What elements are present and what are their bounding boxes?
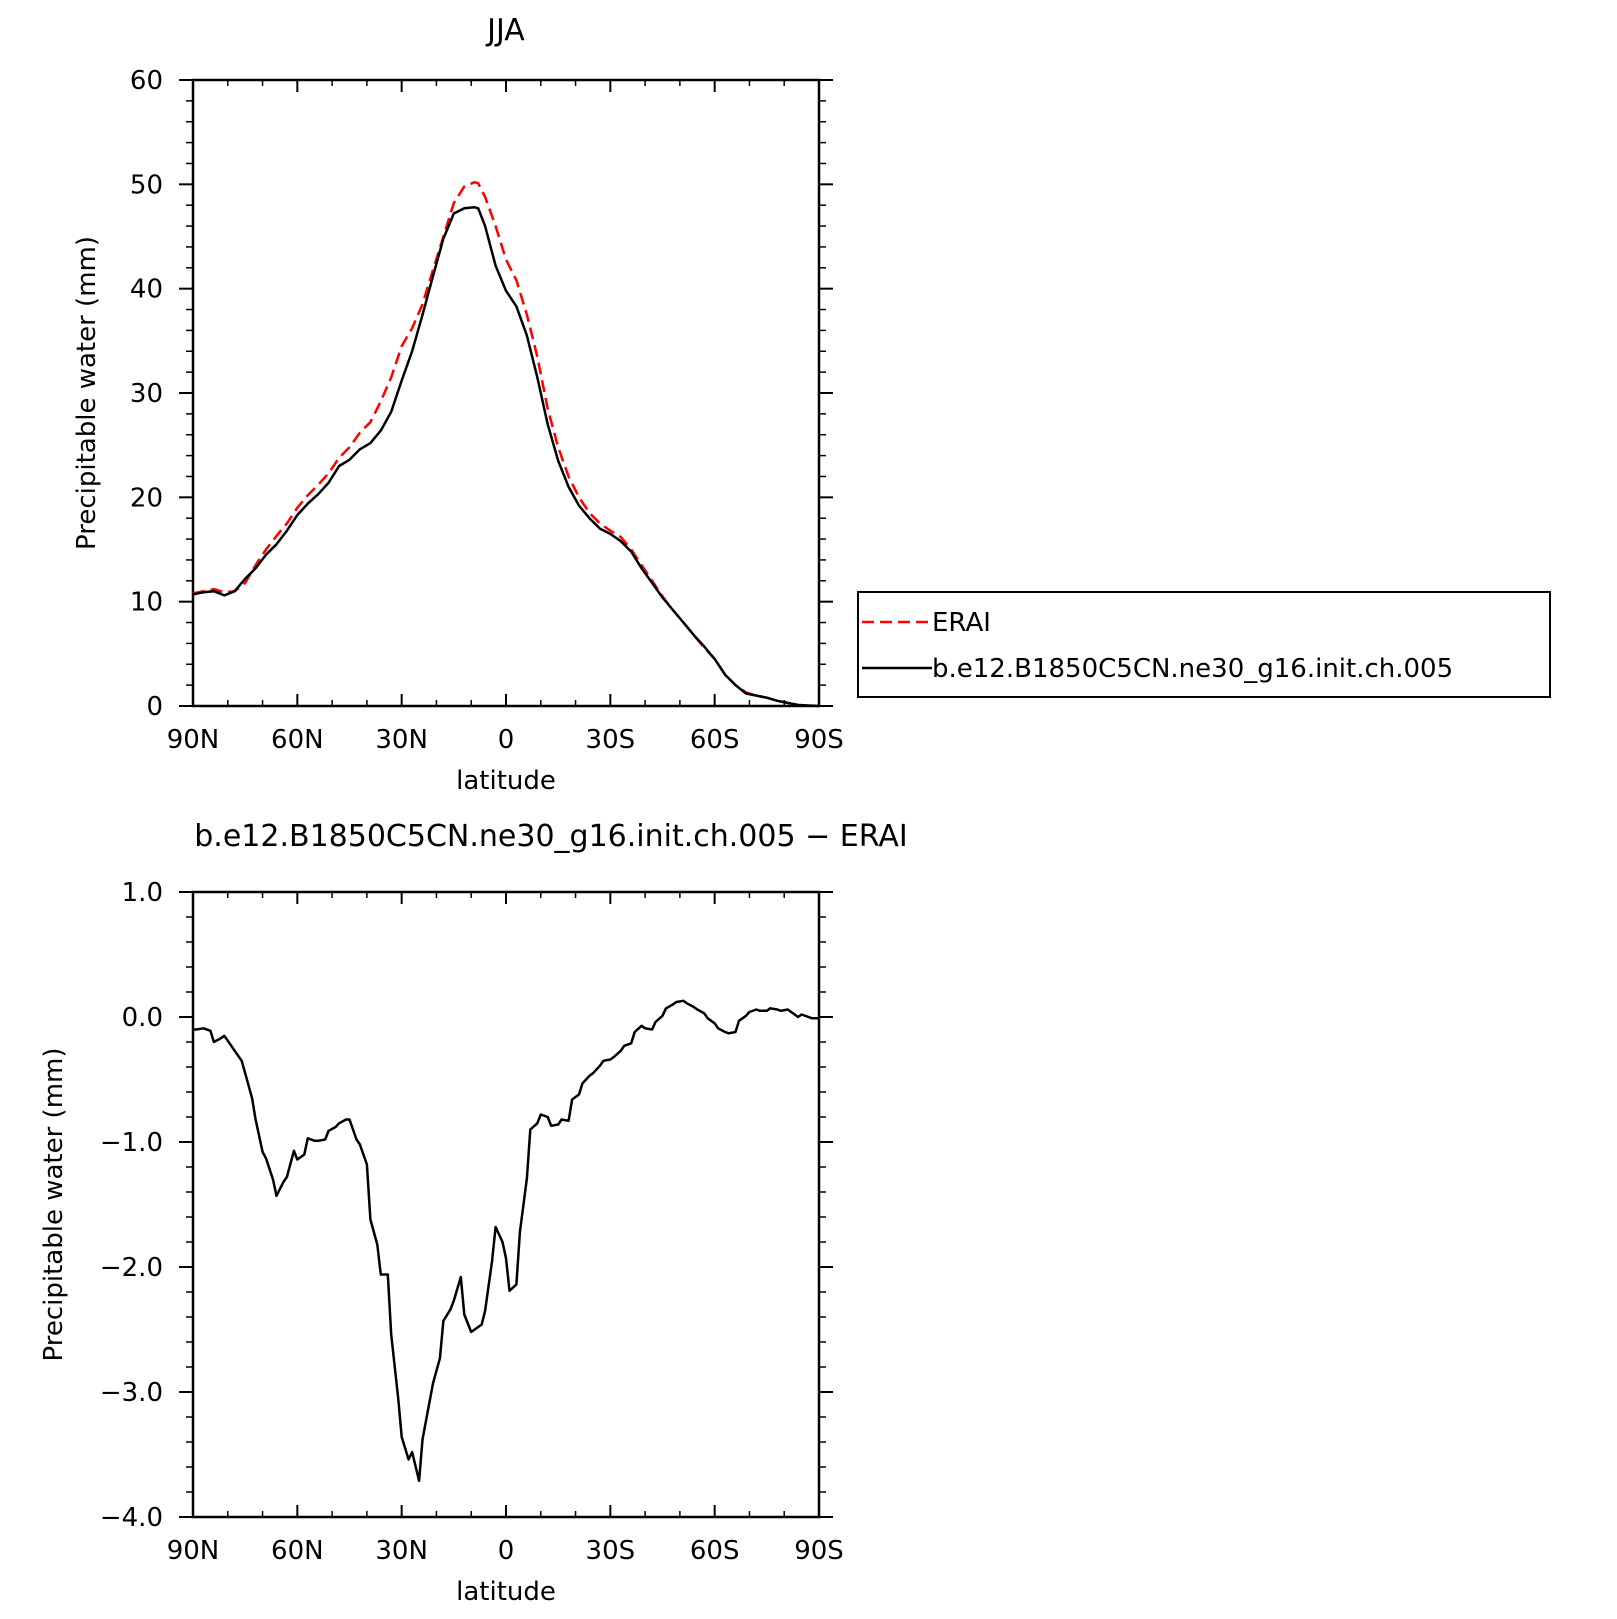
y-tick-label: 0 [146,692,163,722]
x-axis-label: latitude [456,766,556,796]
y-tick-label: 60 [130,66,163,96]
series-line-model [192,206,820,708]
x-tick-label: 90N [167,1536,220,1566]
y-tick-label: 40 [130,275,163,305]
difference-line [193,999,819,1483]
x-tick-label: 0 [498,725,515,755]
x-tick-label: 30S [586,1536,636,1566]
x-tick-label: 30N [375,1536,428,1566]
x-tick-label: 0 [498,1536,515,1566]
y-axis-label: Precipitable water (mm) [39,1048,69,1362]
legend-label: ERAI [932,608,991,638]
legend-label: b.e12.B1850C5CN.ne30_g16.init.ch.005 [932,654,1453,684]
x-tick-label: 30S [586,725,636,755]
x-tick-label: 60N [271,1536,324,1566]
x-tick-label: 60N [271,725,324,755]
x-tick-label: 30N [375,725,428,755]
chart-title: b.e12.B1850C5CN.ne30_g16.init.ch.005 − E… [194,819,907,854]
x-tick-label: 60S [690,1536,740,1566]
x-tick-label: 90S [794,725,844,755]
y-tick-label: 20 [130,483,163,513]
y-tick-label: −4.0 [100,1503,163,1533]
y-tick-label: 0.0 [122,1003,163,1033]
x-tick-label: 90N [167,725,220,755]
y-tick-label: 1.0 [122,878,163,908]
y-tick-label: −1.0 [100,1128,163,1158]
bottom-panel: b.e12.B1850C5CN.ne30_g16.init.ch.005 − E… [39,819,908,1607]
top-panel: JJA 90N 60N 30N 0 30S 60S 90S 0 10 20 30 40 50 60 latit… [72,13,1551,796]
x-tick-label: 60S [690,725,740,755]
y-tick-label: 10 [130,588,163,618]
x-tick-label: 90S [794,1536,844,1566]
legend-box [857,591,1551,698]
y-tick-label: 50 [130,170,163,200]
plot-frame [191,78,821,708]
y-tick-label: 30 [130,379,163,409]
y-axis-label: Precipitable water (mm) [72,236,102,550]
y-tick-label: −2.0 [100,1253,163,1283]
chart-title: JJA [485,13,525,48]
series-line-erai [192,180,820,708]
y-tick-label: −3.0 [100,1378,163,1408]
x-axis-label: latitude [456,1577,556,1607]
plot-frame [191,890,821,1519]
